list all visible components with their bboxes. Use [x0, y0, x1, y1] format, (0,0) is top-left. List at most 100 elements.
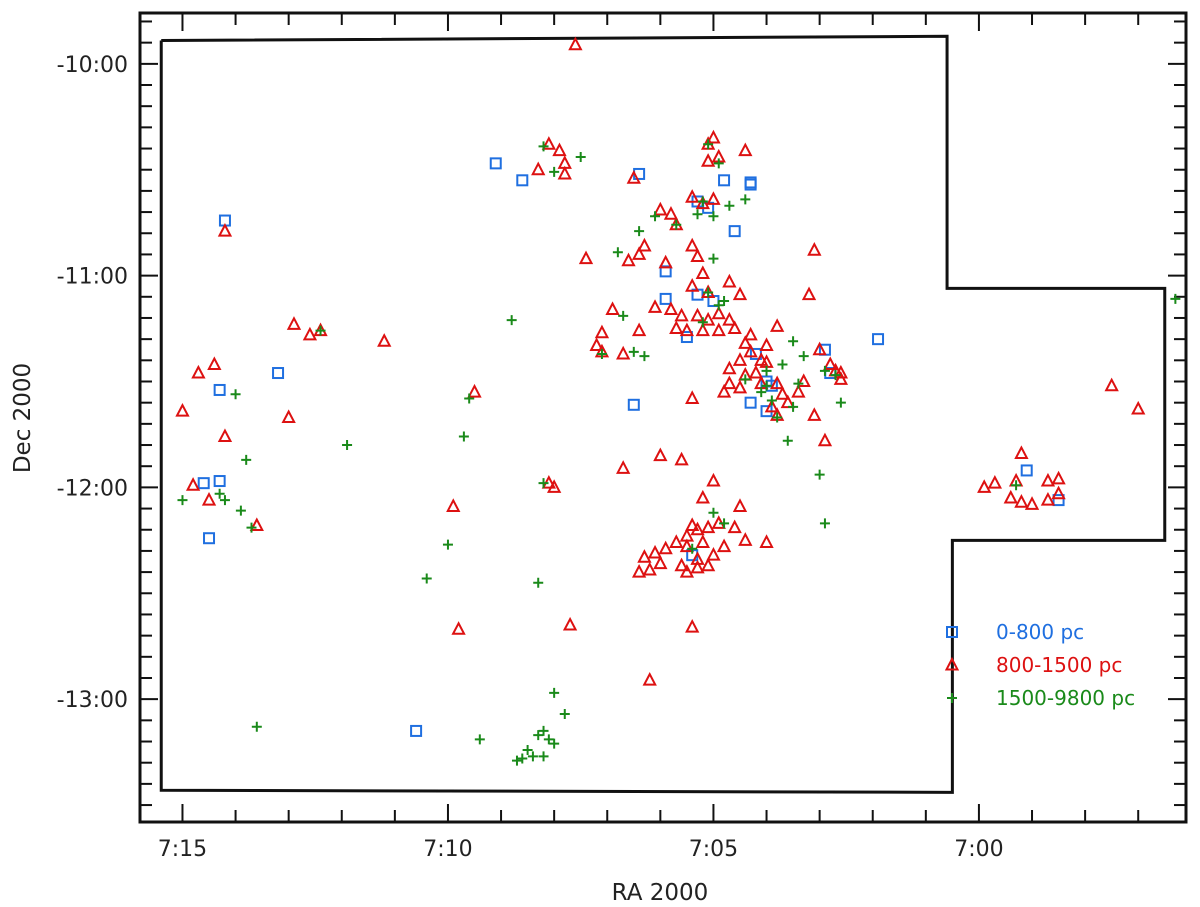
data-point-800-1500 — [685, 517, 700, 532]
data-point-0-800 — [872, 333, 885, 346]
data-point-800-1500 — [716, 383, 732, 398]
data-point-1500-9800 — [177, 495, 188, 506]
data-point-800-1500 — [674, 307, 689, 322]
data-point-800-1500 — [669, 534, 684, 548]
data-point-800-1500 — [685, 237, 700, 252]
data-point-800-1500 — [621, 252, 636, 267]
data-point-1500-9800 — [628, 346, 639, 357]
data-point-800-1500 — [732, 286, 748, 301]
data-point-800-1500 — [663, 206, 679, 220]
data-point-800-1500 — [531, 161, 546, 176]
x-axis-title: RA 2000 — [612, 880, 709, 906]
data-point-800-1500 — [738, 532, 753, 546]
data-point-800-1500 — [1040, 472, 1056, 487]
data-point-1500-9800 — [777, 359, 788, 370]
data-point-800-1500 — [685, 189, 700, 203]
data-point-1500-9800 — [533, 730, 544, 741]
data-point-800-1500 — [217, 222, 233, 237]
y-tick-label: -10:00 — [57, 53, 128, 78]
data-point-1500-9800 — [421, 573, 432, 584]
data-point-800-1500 — [552, 142, 567, 157]
x-tick-label: 7:05 — [689, 837, 738, 862]
data-point-800-1500 — [568, 36, 583, 51]
data-point-1500-9800 — [703, 139, 714, 150]
data-point-800-1500 — [557, 165, 572, 180]
data-point-1500-9800 — [703, 287, 714, 298]
legend-marker — [946, 626, 958, 638]
data-point-800-1500 — [695, 489, 710, 504]
data-point-800-1500 — [690, 559, 705, 574]
data-point-1500-9800 — [719, 296, 730, 307]
data-point-800-1500 — [679, 322, 695, 337]
survey-boundary — [159, 34, 1167, 794]
data-point-800-1500 — [700, 311, 716, 326]
data-point-800-1500 — [801, 286, 817, 301]
data-point-800-1500 — [706, 129, 721, 144]
data-point-1500-9800 — [819, 365, 830, 376]
data-point-800-1500 — [685, 619, 700, 633]
data-point-1500-9800 — [772, 412, 783, 423]
data-point-800-1500 — [817, 432, 833, 447]
data-point-800-1500 — [631, 563, 647, 578]
data-point-800-1500 — [451, 621, 466, 635]
data-point-800-1500 — [695, 534, 710, 548]
plot-frame — [138, 11, 1188, 824]
data-point-1500-9800 — [251, 721, 262, 732]
data-point-800-1500 — [1003, 489, 1018, 504]
data-point-800-1500 — [732, 352, 748, 366]
data-point-800-1500 — [738, 142, 753, 157]
data-point-800-1500 — [377, 333, 392, 347]
data-point-800-1500 — [700, 519, 716, 534]
data-point-1500-9800 — [1170, 293, 1181, 304]
data-point-800-1500 — [642, 561, 657, 576]
data-point-1500-9800 — [814, 469, 825, 480]
data-point-800-1500 — [722, 360, 737, 375]
data-point-800-1500 — [807, 407, 822, 421]
data-point-0-800 — [213, 475, 226, 488]
data-point-0-800 — [203, 532, 216, 545]
data-point-1500-9800 — [798, 351, 809, 362]
y-axis-title: Dec 2000 — [10, 363, 36, 473]
data-point-800-1500 — [743, 326, 758, 341]
data-point-1500-9800 — [474, 734, 485, 745]
data-point-0-800 — [659, 265, 672, 278]
data-point-800-1500 — [201, 491, 217, 506]
data-point-800-1500 — [732, 498, 748, 512]
data-point-1500-9800 — [708, 507, 719, 518]
data-point-800-1500 — [647, 299, 663, 313]
data-point-800-1500 — [1014, 494, 1029, 508]
data-point-800-1500 — [669, 320, 684, 335]
data-point-0-800 — [728, 225, 741, 238]
data-point-1500-9800 — [724, 200, 735, 211]
data-point-800-1500 — [807, 242, 822, 256]
data-point-1500-9800 — [596, 348, 607, 359]
data-point-800-1500 — [823, 356, 838, 371]
data-point-1500-9800 — [697, 317, 708, 328]
data-point-1500-9800 — [549, 738, 560, 749]
data-point-1500-9800 — [697, 196, 708, 207]
data-point-1500-9800 — [522, 744, 533, 755]
data-point-1500-9800 — [214, 488, 225, 499]
data-point-800-1500 — [1131, 400, 1146, 415]
data-point-1500-9800 — [782, 435, 793, 446]
data-point-1500-9800 — [835, 397, 846, 408]
data-point-800-1500 — [658, 540, 673, 555]
data-point-0-800 — [744, 178, 757, 191]
data-point-800-1500 — [562, 616, 578, 631]
data-point-800-1500 — [706, 547, 721, 561]
data-point-1500-9800 — [740, 374, 751, 385]
data-point-800-1500 — [700, 557, 716, 572]
data-point-800-1500 — [546, 479, 562, 493]
y-tick-label: -12:00 — [57, 476, 128, 501]
data-point-800-1500 — [685, 390, 700, 404]
data-point-1500-9800 — [650, 211, 661, 222]
data-point-1500-9800 — [612, 247, 623, 258]
data-point-800-1500 — [674, 451, 689, 466]
data-point-1500-9800 — [458, 431, 469, 442]
data-point-800-1500 — [759, 534, 774, 548]
data-point-800-1500 — [690, 248, 705, 263]
data-point-800-1500 — [695, 322, 710, 337]
data-point-1500-9800 — [819, 518, 830, 529]
data-point-800-1500 — [711, 305, 726, 320]
